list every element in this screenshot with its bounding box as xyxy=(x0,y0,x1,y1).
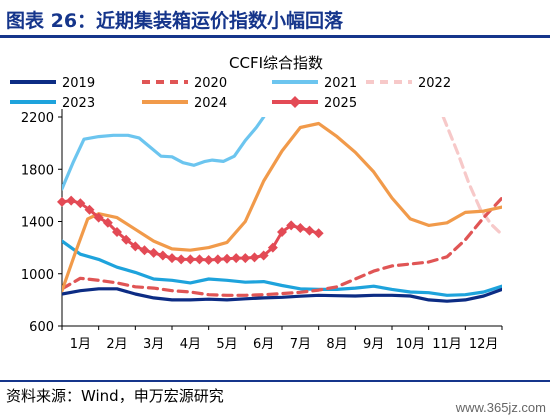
series-point-2025-10 xyxy=(148,247,159,258)
series-point-2025-11 xyxy=(157,250,168,261)
series-point-2025-0 xyxy=(57,196,67,207)
legend-marker-2025 xyxy=(289,96,301,108)
series-point-2025-28 xyxy=(313,228,324,239)
series-point-2025-5 xyxy=(102,217,113,228)
series-point-2025-1 xyxy=(66,195,77,206)
series-line-2020 xyxy=(62,196,502,297)
x-tick-label-7: 7月 xyxy=(290,337,311,352)
series-point-2025-27 xyxy=(304,225,315,236)
series-point-2025-7 xyxy=(121,234,132,245)
series-line-2019 xyxy=(62,287,502,303)
series-point-2025-19 xyxy=(231,253,242,264)
legend-label-2024: 2024 xyxy=(194,96,227,111)
y-tick-label-1000: 1000 xyxy=(21,268,54,283)
x-tick-label-5: 5月 xyxy=(216,337,237,352)
y-tick-label-600: 600 xyxy=(29,320,54,335)
legend-label-2020: 2020 xyxy=(194,76,227,91)
legend-label-2019: 2019 xyxy=(62,76,95,91)
chart-title: CCFI综合指数 xyxy=(229,54,323,72)
legend-label-2021: 2021 xyxy=(324,76,357,91)
series-line-2024 xyxy=(62,121,502,293)
series-point-2025-4 xyxy=(93,212,104,223)
x-tick-label-4: 4月 xyxy=(180,337,201,352)
x-tick-label-3: 3月 xyxy=(143,337,164,352)
series-point-2025-23 xyxy=(267,242,278,253)
series-point-2025-20 xyxy=(240,253,251,264)
legend-label-2022: 2022 xyxy=(418,76,451,91)
y-tick-label-1800: 1800 xyxy=(21,163,54,178)
series-point-2025-21 xyxy=(249,252,260,263)
x-tick-label-9: 9月 xyxy=(363,337,384,352)
series-line-2022 xyxy=(441,117,502,237)
x-tick-label-8: 8月 xyxy=(326,337,347,352)
y-tick-label-1400: 1400 xyxy=(21,216,54,231)
series-point-2025-26 xyxy=(295,223,306,234)
ccfi-line-chart: CCFI综合指数 2019 2020 2021 2022 2023 2024 2025 600 1… xyxy=(10,54,503,352)
x-tick-label-12: 12月 xyxy=(469,337,499,352)
x-tick-label-6: 6月 xyxy=(253,337,274,352)
series-point-2025-12 xyxy=(167,253,177,264)
series-point-2025-2 xyxy=(75,198,86,209)
series-point-2025-14 xyxy=(185,254,196,265)
x-tick-label-11: 11月 xyxy=(432,337,462,352)
series-point-2025-22 xyxy=(258,250,269,261)
x-tick-label-1: 1月 xyxy=(70,337,91,352)
footer-divider xyxy=(0,380,550,382)
y-tick-label-2200: 2200 xyxy=(21,111,54,126)
watermark: www.365jz.com xyxy=(455,400,546,415)
series-point-2025-6 xyxy=(112,226,122,237)
series-point-2025-24 xyxy=(277,226,287,237)
figure-title: 图表 26：近期集装箱运价指数小幅回落 xyxy=(6,10,344,32)
series-point-2025-25 xyxy=(286,220,297,231)
series-point-2025-3 xyxy=(84,204,95,215)
series-point-2025-8 xyxy=(130,241,141,252)
series-line-2023 xyxy=(62,239,502,297)
series-point-2025-18 xyxy=(222,253,232,264)
series-point-2025-16 xyxy=(203,255,214,266)
legend-label-2025: 2025 xyxy=(324,96,357,111)
series-point-2025-15 xyxy=(194,254,205,265)
series-point-2025-9 xyxy=(139,245,150,256)
series-point-2025-13 xyxy=(176,254,187,265)
series-point-2025-17 xyxy=(212,254,223,265)
source-note: 资料来源：Wind，申万宏源研究 xyxy=(6,387,224,405)
x-tick-label-2: 2月 xyxy=(106,337,127,352)
x-tick-label-10: 10月 xyxy=(396,337,426,352)
figure-header: 图表 26：近期集装箱运价指数小幅回落 xyxy=(0,0,550,38)
series-line-2021 xyxy=(62,117,266,191)
legend-label-2023: 2023 xyxy=(62,96,95,111)
